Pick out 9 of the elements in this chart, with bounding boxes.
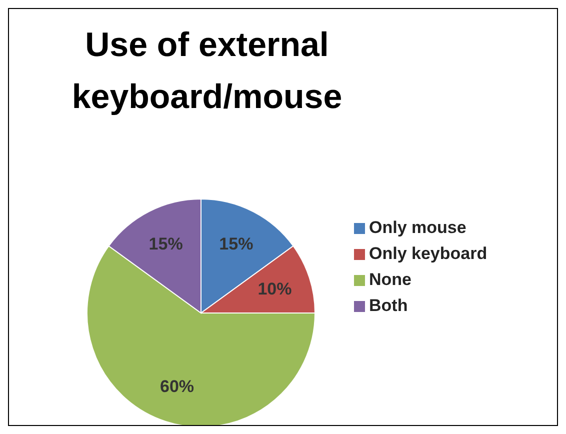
chart-title: Use of external keyboard/mouse	[70, 25, 344, 118]
data-label: 60%	[160, 377, 194, 396]
legend-label: Both	[369, 296, 408, 315]
legend-label: None	[369, 270, 412, 289]
data-label: 10%	[258, 280, 292, 299]
legend-label: Only keyboard	[369, 244, 488, 263]
legend-label: Only mouse	[369, 218, 466, 237]
data-label: 15%	[148, 234, 183, 254]
data-label: 15%	[219, 234, 254, 254]
